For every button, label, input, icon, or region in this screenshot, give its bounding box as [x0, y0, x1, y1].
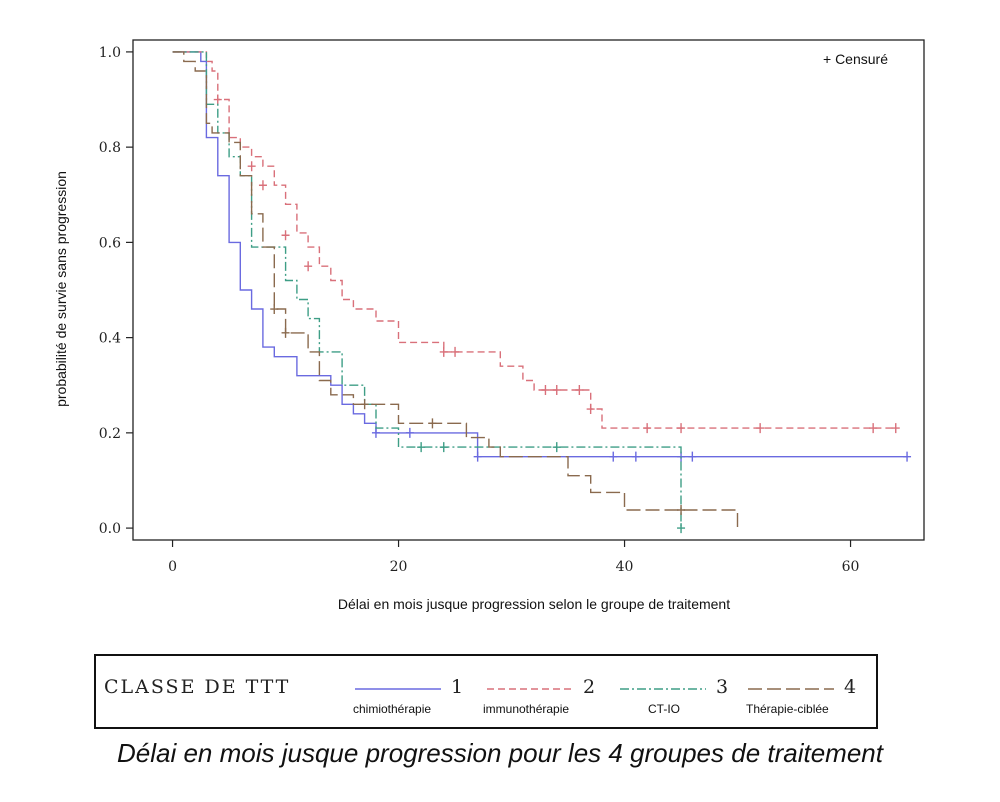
- series-layer: [172, 51, 912, 534]
- legend-title: CLASSE DE TTT: [104, 676, 291, 698]
- y-tick-label: 0.0: [99, 521, 121, 537]
- x-tick-label: 0: [168, 559, 177, 575]
- y-tick-label: 0.4: [99, 331, 121, 347]
- censor-mark: [677, 505, 686, 515]
- censor-mark: [405, 427, 414, 438]
- legend-swatch-3: [620, 688, 706, 690]
- censor-mark: [451, 346, 460, 357]
- km-chart: 0.0 0.2 0.4 0.6 0.8 1.0 0 20 40 60 + Censuré Dél…: [53, 39, 925, 612]
- censor-mark: [586, 404, 595, 415]
- series-3-curve: [172, 51, 682, 529]
- y-tick-label: 0.8: [99, 140, 121, 156]
- censor-mark: [552, 385, 561, 395]
- x-tick-label: 60: [842, 559, 860, 575]
- legend-series-number: 3: [716, 676, 729, 698]
- censor-mark: [428, 418, 437, 429]
- y-axis-ticks: 0.0 0.2 0.4 0.6 0.8 1.0: [99, 45, 133, 537]
- censor-mark: [756, 423, 765, 434]
- censor-mark: [304, 261, 313, 272]
- censor-mark: [631, 451, 640, 462]
- x-tick-label: 20: [390, 559, 408, 575]
- legend-series-number: 2: [583, 676, 596, 698]
- censor-mark: [270, 304, 279, 315]
- censor-mark: [417, 442, 426, 453]
- censor-mark: [643, 423, 652, 434]
- censor-mark: [869, 423, 878, 434]
- legend-series-number: 1: [451, 676, 464, 698]
- legend-series-label: Thérapie-ciblée: [746, 702, 829, 716]
- series-4-curve: [172, 51, 739, 529]
- x-axis-ticks: 0 20 40 60: [168, 540, 859, 575]
- censor-legend: + Censuré: [823, 51, 888, 67]
- censor-mark: [473, 451, 482, 462]
- censor-mark: [360, 399, 369, 410]
- series-1-curve: [172, 51, 907, 458]
- series-3: [172, 51, 686, 534]
- censor-mark: [213, 94, 222, 105]
- y-tick-label: 0.2: [99, 426, 121, 442]
- censor-mark: [891, 423, 900, 434]
- legend-swatch-4: [748, 688, 834, 690]
- censor-mark: [609, 451, 618, 462]
- censor-mark: [281, 327, 290, 338]
- legend-series-label: CT-IO: [648, 702, 680, 716]
- series-2: [172, 51, 900, 434]
- series-1: [172, 51, 912, 462]
- y-tick-label: 0.6: [99, 235, 121, 251]
- censor-mark: [903, 451, 912, 462]
- legend-swatch-1: [355, 688, 441, 690]
- x-tick-label: 40: [616, 559, 634, 575]
- censor-mark: [541, 385, 550, 395]
- legend-series-label: chimiothérapie: [353, 702, 432, 716]
- censor-mark: [688, 451, 697, 462]
- plot-frame: [132, 39, 925, 541]
- censor-mark: [575, 385, 584, 395]
- figure-caption: Délai en mois jusque progression pour le…: [117, 738, 883, 768]
- censor-mark: [439, 442, 448, 453]
- x-axis-label: Délai en mois jusque progression selon l…: [338, 596, 730, 612]
- censor-mark: [552, 442, 561, 453]
- censor-mark: [677, 523, 686, 534]
- censor-mark: [371, 427, 380, 438]
- y-tick-label: 1.0: [99, 45, 121, 61]
- censor-mark: [247, 161, 256, 172]
- censor-mark: [281, 230, 290, 241]
- censor-mark: [258, 180, 267, 191]
- plot-area: [132, 39, 925, 541]
- series-4: [172, 51, 739, 529]
- legend-swatch-2: [487, 688, 573, 690]
- legend-box: CLASSE DE TTT 1 chimiothérapie 2 immunothér…: [94, 654, 878, 729]
- censor-mark: [677, 423, 686, 434]
- legend-series-number: 4: [844, 676, 857, 698]
- y-axis-label: probabilité de survie sans progression: [53, 171, 69, 407]
- censor-mark: [439, 346, 448, 357]
- series-2-curve: [172, 51, 896, 429]
- legend-series-label: immunothérapie: [483, 702, 570, 716]
